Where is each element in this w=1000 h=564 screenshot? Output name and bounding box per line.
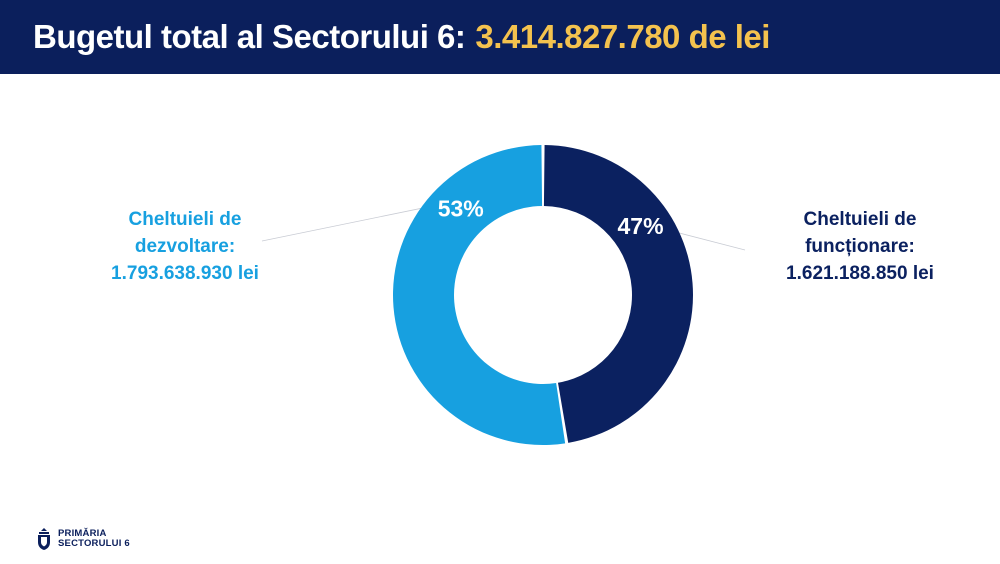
- pct-label-dezvoltare: 53%: [438, 195, 484, 221]
- label-dezvoltare-line2: dezvoltare:: [134, 236, 236, 257]
- leader-line-dezvoltare: [261, 203, 441, 242]
- crest-icon: [38, 528, 50, 550]
- pct-label-functionare: 47%: [617, 213, 663, 239]
- page-title: Bugetul total al Sectorului 6: 3.414.827…: [0, 0, 1000, 74]
- primaria-logo: PRIMĂRIA SECTORULUI 6: [36, 526, 130, 552]
- label-functionare: Cheltuieli de funcționare: 1.621.188.850…: [740, 206, 980, 287]
- logo-line2: SECTORULUI 6: [58, 538, 130, 549]
- slice-dezvoltare: [393, 145, 566, 445]
- title-prefix: Bugetul total al Sectorului 6:: [33, 18, 466, 55]
- slice-functionare: [543, 145, 693, 443]
- label-dezvoltare-line1: Cheltuieli de: [128, 209, 242, 230]
- donut-chart: 47% 53%: [261, 145, 746, 445]
- label-dezvoltare: Cheltuieli de dezvoltare: 1.793.638.930 …: [60, 206, 310, 287]
- label-dezvoltare-line3: 1.793.638.930 lei: [111, 263, 259, 284]
- label-functionare-line1: Cheltuieli de: [803, 209, 917, 230]
- logo-line1: PRIMĂRIA: [58, 528, 107, 539]
- label-functionare-line3: 1.621.188.850 lei: [786, 263, 934, 284]
- title-amount: 3.414.827.780 de lei: [475, 18, 770, 55]
- label-functionare-line2: funcționare:: [805, 236, 915, 257]
